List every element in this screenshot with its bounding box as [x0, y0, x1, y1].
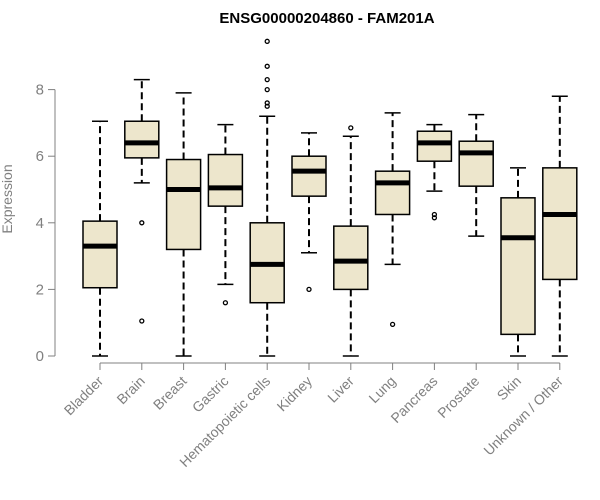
outlier-point: [389, 321, 396, 328]
iqr-box: [165, 158, 202, 251]
box-hematopoietic-cells: [249, 38, 285, 357]
y-tick-label: 6: [36, 148, 44, 165]
box-breast: [165, 92, 202, 357]
outlier-point: [264, 103, 270, 109]
iqr-box: [500, 197, 536, 336]
y-tick-label: 2: [36, 281, 44, 298]
outlier-point: [222, 300, 229, 306]
y-tick-label: 4: [36, 215, 44, 232]
outlier-point: [264, 86, 270, 93]
x-tick-label: Bladder: [61, 373, 107, 419]
box-skin: [500, 167, 536, 357]
iqr-box: [124, 120, 160, 159]
box-unknown-other: [542, 95, 578, 357]
y-axis: 0 2 4 6 8: [36, 82, 56, 365]
box-liver: [333, 125, 369, 357]
box-prostate: [458, 113, 494, 237]
iqr-box: [207, 153, 244, 207]
outlier-point: [264, 38, 270, 44]
x-tick-label: Unknown / Other: [480, 373, 566, 459]
outlier-point: [264, 100, 270, 106]
iqr-box: [333, 225, 369, 291]
x-tick-label: Liver: [324, 373, 357, 406]
outlier-point: [139, 220, 145, 226]
outlier-point: [431, 215, 438, 221]
box-pancreas: [416, 123, 453, 221]
iqr-box: [82, 220, 118, 289]
box-kidney: [291, 132, 327, 293]
plot-area: [82, 38, 578, 357]
x-tick-label: Breast: [150, 373, 190, 413]
outlier-point: [306, 286, 312, 293]
outlier-point: [348, 125, 354, 131]
iqr-box: [542, 167, 578, 281]
y-tick-label: 0: [36, 348, 44, 365]
x-tick-label: Skin: [494, 373, 525, 404]
iqr-box: [374, 170, 411, 216]
x-tick-label: Kidney: [274, 373, 316, 415]
outlier-point: [431, 211, 438, 218]
x-tick-label: Lung: [365, 373, 398, 406]
y-axis-label: Expression: [0, 164, 15, 233]
box-brain: [124, 78, 160, 324]
chart-title: ENSG00000204860 - FAM201A: [219, 10, 434, 27]
x-tick-label: Prostate: [434, 373, 482, 421]
outlier-point: [264, 63, 270, 69]
y-tick-label: 8: [36, 82, 44, 99]
iqr-box: [416, 130, 453, 162]
box-lung: [374, 112, 411, 328]
x-tick-label: Brain: [113, 373, 147, 407]
box-bladder: [82, 120, 118, 357]
outlier-point: [139, 318, 145, 324]
outlier-point: [264, 76, 270, 83]
box-gastric: [207, 123, 244, 306]
iqr-box: [458, 140, 494, 187]
iqr-box: [291, 155, 327, 197]
